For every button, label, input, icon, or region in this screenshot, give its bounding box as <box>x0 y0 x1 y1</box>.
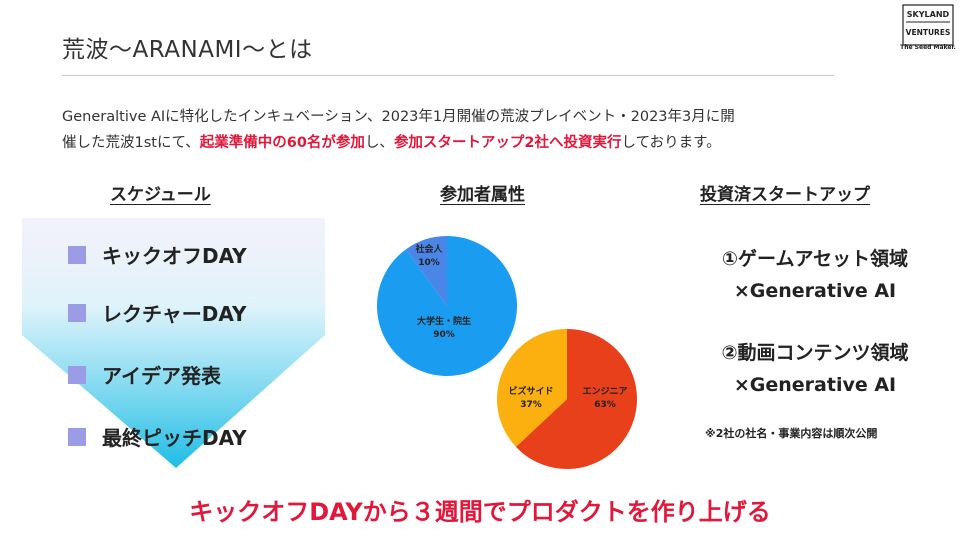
schedule-item-label: キックオフDAY <box>102 244 247 268</box>
pie1-label-working-pct: 10% <box>418 258 440 268</box>
intro-part-4: しております。 <box>621 135 721 151</box>
disclosure-note: ※2社の社名・事業内容は順次公開 <box>705 427 878 440</box>
pie1-label-students-pct: 90% <box>433 330 455 340</box>
square-bullet-icon <box>68 365 86 384</box>
schedule-heading: スケジュール <box>110 185 211 205</box>
title-divider <box>62 75 834 76</box>
attributes-heading: 参加者属性 <box>440 185 525 205</box>
square-bullet-icon <box>68 245 86 264</box>
schedule-item-label: アイデア発表 <box>102 364 221 388</box>
schedule-item: レクチャーDAY <box>68 298 246 327</box>
intro-part-2: 催した荒波1stにて、 <box>62 135 200 151</box>
intro-text: Generaltive AIに特化したインキュベーション、2023年1月開催の荒… <box>62 104 922 156</box>
skyland-ventures-logo: SKYLAND VENTURES <box>902 4 954 46</box>
logo-top-text: SKYLAND <box>907 10 950 19</box>
square-bullet-icon <box>68 303 86 322</box>
page-title: 荒波〜ARANAMI〜とは <box>62 37 313 63</box>
investments-heading: 投資済スタートアップ <box>700 185 870 205</box>
pie1-label-working: 社会人 10% <box>404 244 454 270</box>
pie2-label-bizside-name: ビズサイド <box>508 387 554 397</box>
logo-middle-text: VENTURES <box>906 28 951 37</box>
logo-tagline: The Seed Maker. <box>900 44 956 51</box>
schedule-item: 最終ピッチDAY <box>68 422 247 451</box>
investment-1-domain: ①ゲームアセット領域 <box>721 248 909 270</box>
pie2-label-engineer-pct: 63% <box>594 400 616 410</box>
schedule-item-label: 最終ピッチDAY <box>102 426 247 450</box>
pie1-label-students: 大学生・院生 90% <box>404 316 484 342</box>
schedule-item-label: レクチャーDAY <box>102 302 247 326</box>
investment-1-tech: ×Generative AI <box>733 280 897 302</box>
intro-part-1: Generaltive AIに特化したインキュベーション、2023年1月開催の荒… <box>62 109 735 125</box>
investment-2-domain: ②動画コンテンツ領域 <box>721 342 909 364</box>
pie2-label-engineer-name: エンジニア <box>582 387 628 397</box>
pie2-label-bizside: ビズサイド 37% <box>496 386 566 412</box>
bottom-message: キックオフDAYから３週間でプロダクトを作り上げる <box>189 498 771 526</box>
schedule-item: アイデア発表 <box>68 360 221 389</box>
schedule-item: キックオフDAY <box>68 240 247 269</box>
pie1-label-students-name: 大学生・院生 <box>416 317 471 327</box>
intro-highlight-investment: 参加スタートアップ2社へ投資実行 <box>393 135 622 151</box>
investment-2-tech: ×Generative AI <box>733 374 897 396</box>
pie2-label-bizside-pct: 37% <box>520 400 542 410</box>
investment-2: ②動画コンテンツ領域 ×Generative AI <box>690 337 940 401</box>
intro-highlight-participants: 起業準備中の60名が参加 <box>199 135 365 151</box>
square-bullet-icon <box>68 427 86 446</box>
intro-part-3: し、 <box>364 135 394 151</box>
pie2-label-engineer: エンジニア 63% <box>570 386 640 412</box>
investment-1: ①ゲームアセット領域 ×Generative AI <box>690 243 940 307</box>
pie1-label-working-name: 社会人 <box>415 245 443 255</box>
